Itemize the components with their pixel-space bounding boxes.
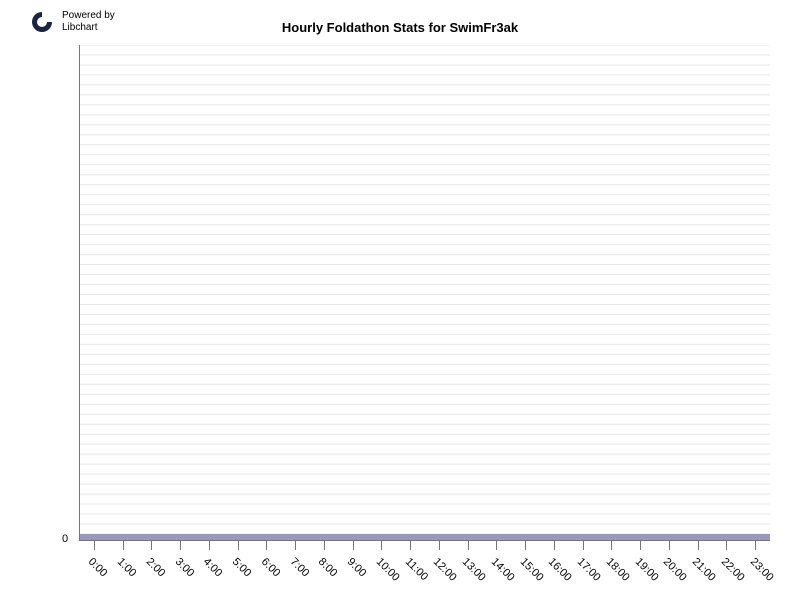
x-tick-label: 8:00 xyxy=(316,556,340,580)
x-tick xyxy=(410,540,411,550)
x-tick-label: 13:00 xyxy=(460,556,488,584)
x-tick xyxy=(755,540,756,550)
x-tick xyxy=(324,540,325,550)
x-tick-label: 22:00 xyxy=(719,556,747,584)
x-tick xyxy=(151,540,152,550)
y-axis-line xyxy=(79,45,80,541)
x-tick xyxy=(353,540,354,550)
x-tick xyxy=(295,540,296,550)
x-tick-label: 18:00 xyxy=(604,556,632,584)
x-tick-label: 11:00 xyxy=(402,556,429,583)
x-tick-label: 1:00 xyxy=(115,556,139,580)
x-tick xyxy=(468,540,469,550)
x-tick xyxy=(525,540,526,550)
x-tick xyxy=(611,540,612,550)
x-tick-label: 21:00 xyxy=(690,556,718,584)
chart-plot-area xyxy=(80,45,770,540)
x-tick-label: 3:00 xyxy=(172,556,196,580)
x-tick xyxy=(583,540,584,550)
x-tick-label: 20:00 xyxy=(661,556,689,584)
x-tick-label: 6:00 xyxy=(259,556,283,580)
x-tick-label: 5:00 xyxy=(230,556,254,580)
x-tick xyxy=(496,540,497,550)
x-tick xyxy=(266,540,267,550)
x-tick xyxy=(698,540,699,550)
libchart-logo-icon xyxy=(30,10,54,34)
x-tick xyxy=(669,540,670,550)
x-tick-label: 9:00 xyxy=(345,556,369,580)
powered-by-label: Powered by xyxy=(62,10,115,22)
chart-title: Hourly Foldathon Stats for SwimFr3ak xyxy=(282,20,518,35)
x-tick-label: 17:00 xyxy=(575,556,603,584)
x-tick-label: 2:00 xyxy=(144,556,168,580)
x-tick xyxy=(123,540,124,550)
x-tick xyxy=(381,540,382,550)
x-tick xyxy=(726,540,727,550)
x-tick-label: 19:00 xyxy=(632,556,660,584)
logo-area: Powered by Libchart xyxy=(30,10,115,34)
x-tick xyxy=(439,540,440,550)
x-tick xyxy=(238,540,239,550)
x-tick xyxy=(554,540,555,550)
y-tick-label: 0 xyxy=(62,533,68,545)
x-tick xyxy=(640,540,641,550)
x-tick-label: 15:00 xyxy=(517,556,545,584)
x-tick-label: 14:00 xyxy=(489,556,517,584)
chart-grid xyxy=(80,45,770,540)
x-tick-label: 7:00 xyxy=(287,556,311,580)
libchart-label: Libchart xyxy=(62,22,115,34)
x-tick-label: 12:00 xyxy=(431,556,459,584)
x-tick-label: 0:00 xyxy=(86,556,110,580)
x-tick xyxy=(180,540,181,550)
logo-text: Powered by Libchart xyxy=(62,10,115,34)
x-tick xyxy=(209,540,210,550)
x-tick-label: 4:00 xyxy=(201,556,225,580)
x-axis-line xyxy=(79,540,770,541)
x-tick-label: 23:00 xyxy=(747,556,775,584)
x-tick xyxy=(94,540,95,550)
x-tick-label: 10:00 xyxy=(374,556,402,584)
x-tick-label: 16:00 xyxy=(546,556,574,584)
